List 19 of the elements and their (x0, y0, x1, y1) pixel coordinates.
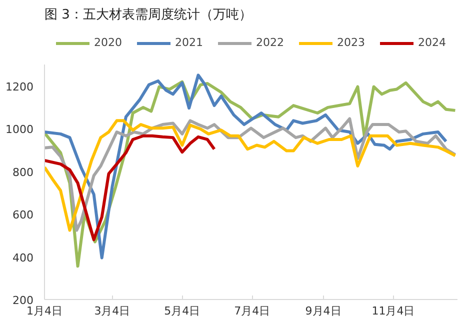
legend-label: 2023 (337, 36, 365, 49)
legend-label: 2022 (256, 36, 284, 49)
x-tick-label: 7月4日 (234, 304, 270, 318)
legend-label: 2024 (418, 36, 446, 49)
x-tick-label: 11月4日 (372, 304, 415, 318)
y-tick-label: 200 (12, 294, 34, 307)
x-tick-label: 3月4日 (94, 304, 130, 318)
y-tick-label: 800 (12, 166, 34, 179)
x-tick-label: 9月4日 (305, 304, 342, 318)
y-tick-label: 1200 (6, 80, 34, 94)
line-series (44, 134, 216, 242)
legend-label: 2020 (94, 36, 122, 49)
x-tick-label: 5月4日 (164, 304, 200, 318)
x-tick-label: 1月4日 (26, 304, 62, 318)
y-tick-label: 600 (12, 208, 34, 222)
y-tick-label: 400 (12, 251, 34, 264)
chart-title: 图 3：五大材表需周度统计（万吨） (44, 6, 252, 22)
legend-label: 2021 (175, 36, 203, 49)
y-tick-label: 1000 (6, 123, 34, 136)
